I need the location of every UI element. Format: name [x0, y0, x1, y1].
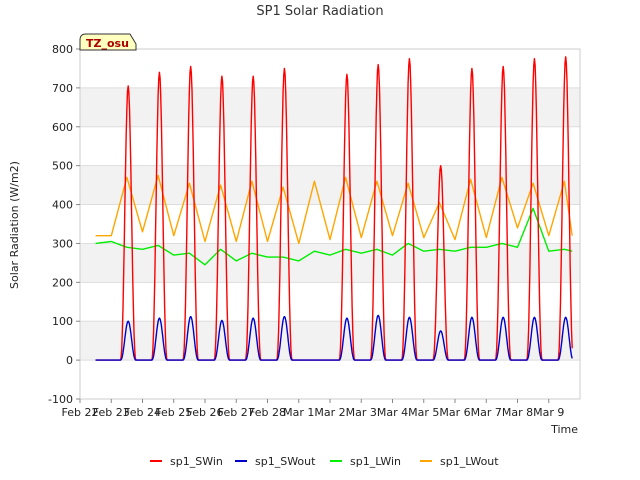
y-tick-label: 200: [52, 276, 73, 289]
legend: sp1_SWin sp1_SWout sp1_LWin sp1_LWout: [150, 455, 499, 468]
chart-title: SP1 Solar Radiation: [256, 4, 383, 19]
grid-band: [80, 87, 580, 127]
x-tick-label: Feb 28: [249, 406, 286, 419]
legend-label-sp1_SWout: sp1_SWout: [255, 455, 316, 468]
legend-label-sp1_LWin: sp1_LWin: [350, 455, 401, 468]
x-tick-label: Mar 2: [314, 406, 345, 419]
y-tick-label: 0: [66, 354, 73, 367]
x-tick-label: Feb 23: [93, 406, 130, 419]
x-tick-label: Mar 4: [377, 406, 408, 419]
x-tick-label: Feb 25: [155, 406, 192, 419]
y-tick-label: 800: [52, 43, 73, 56]
x-tick-label: Mar 9: [533, 406, 564, 419]
x-tick-label: Mar 5: [408, 406, 439, 419]
x-tick-label: Feb 27: [218, 406, 255, 419]
y-axis-title: Solar Radiation (W/m2): [8, 161, 21, 289]
y-tick-label: 100: [52, 315, 73, 328]
x-tick-label: Mar 6: [439, 406, 470, 419]
y-tick-label: 300: [52, 237, 73, 250]
legend-label-sp1_LWout: sp1_LWout: [440, 455, 499, 468]
y-tick-label: -100: [48, 393, 73, 406]
series-line-sp1_SWout: [95, 314, 573, 361]
legend-label-sp1_SWin: sp1_SWin: [170, 455, 223, 468]
timezone-label: TZ_osu: [86, 37, 129, 50]
timezone-badge-box: [79, 33, 137, 51]
x-tick-label: Feb 26: [187, 406, 224, 419]
y-tick-label: 700: [52, 82, 73, 95]
series-lines: [95, 56, 573, 361]
timezone-badge: TZ_osu: [79, 33, 137, 51]
x-tick-label: Mar 3: [346, 406, 377, 419]
x-tick-label: Mar 8: [502, 406, 533, 419]
x-tick-label: Mar 7: [471, 406, 502, 419]
y-axis-ticks: -100 0 100 200 300 400 500 600 700 800: [48, 43, 80, 406]
x-tick-label: Mar 1: [283, 406, 314, 419]
y-tick-label: 400: [52, 199, 73, 212]
x-axis-title: Time: [550, 423, 578, 436]
x-tick-label: Feb 22: [62, 406, 99, 419]
x-tick-label: Feb 24: [124, 406, 161, 419]
y-tick-label: 500: [52, 160, 73, 173]
y-tick-label: 600: [52, 121, 73, 134]
